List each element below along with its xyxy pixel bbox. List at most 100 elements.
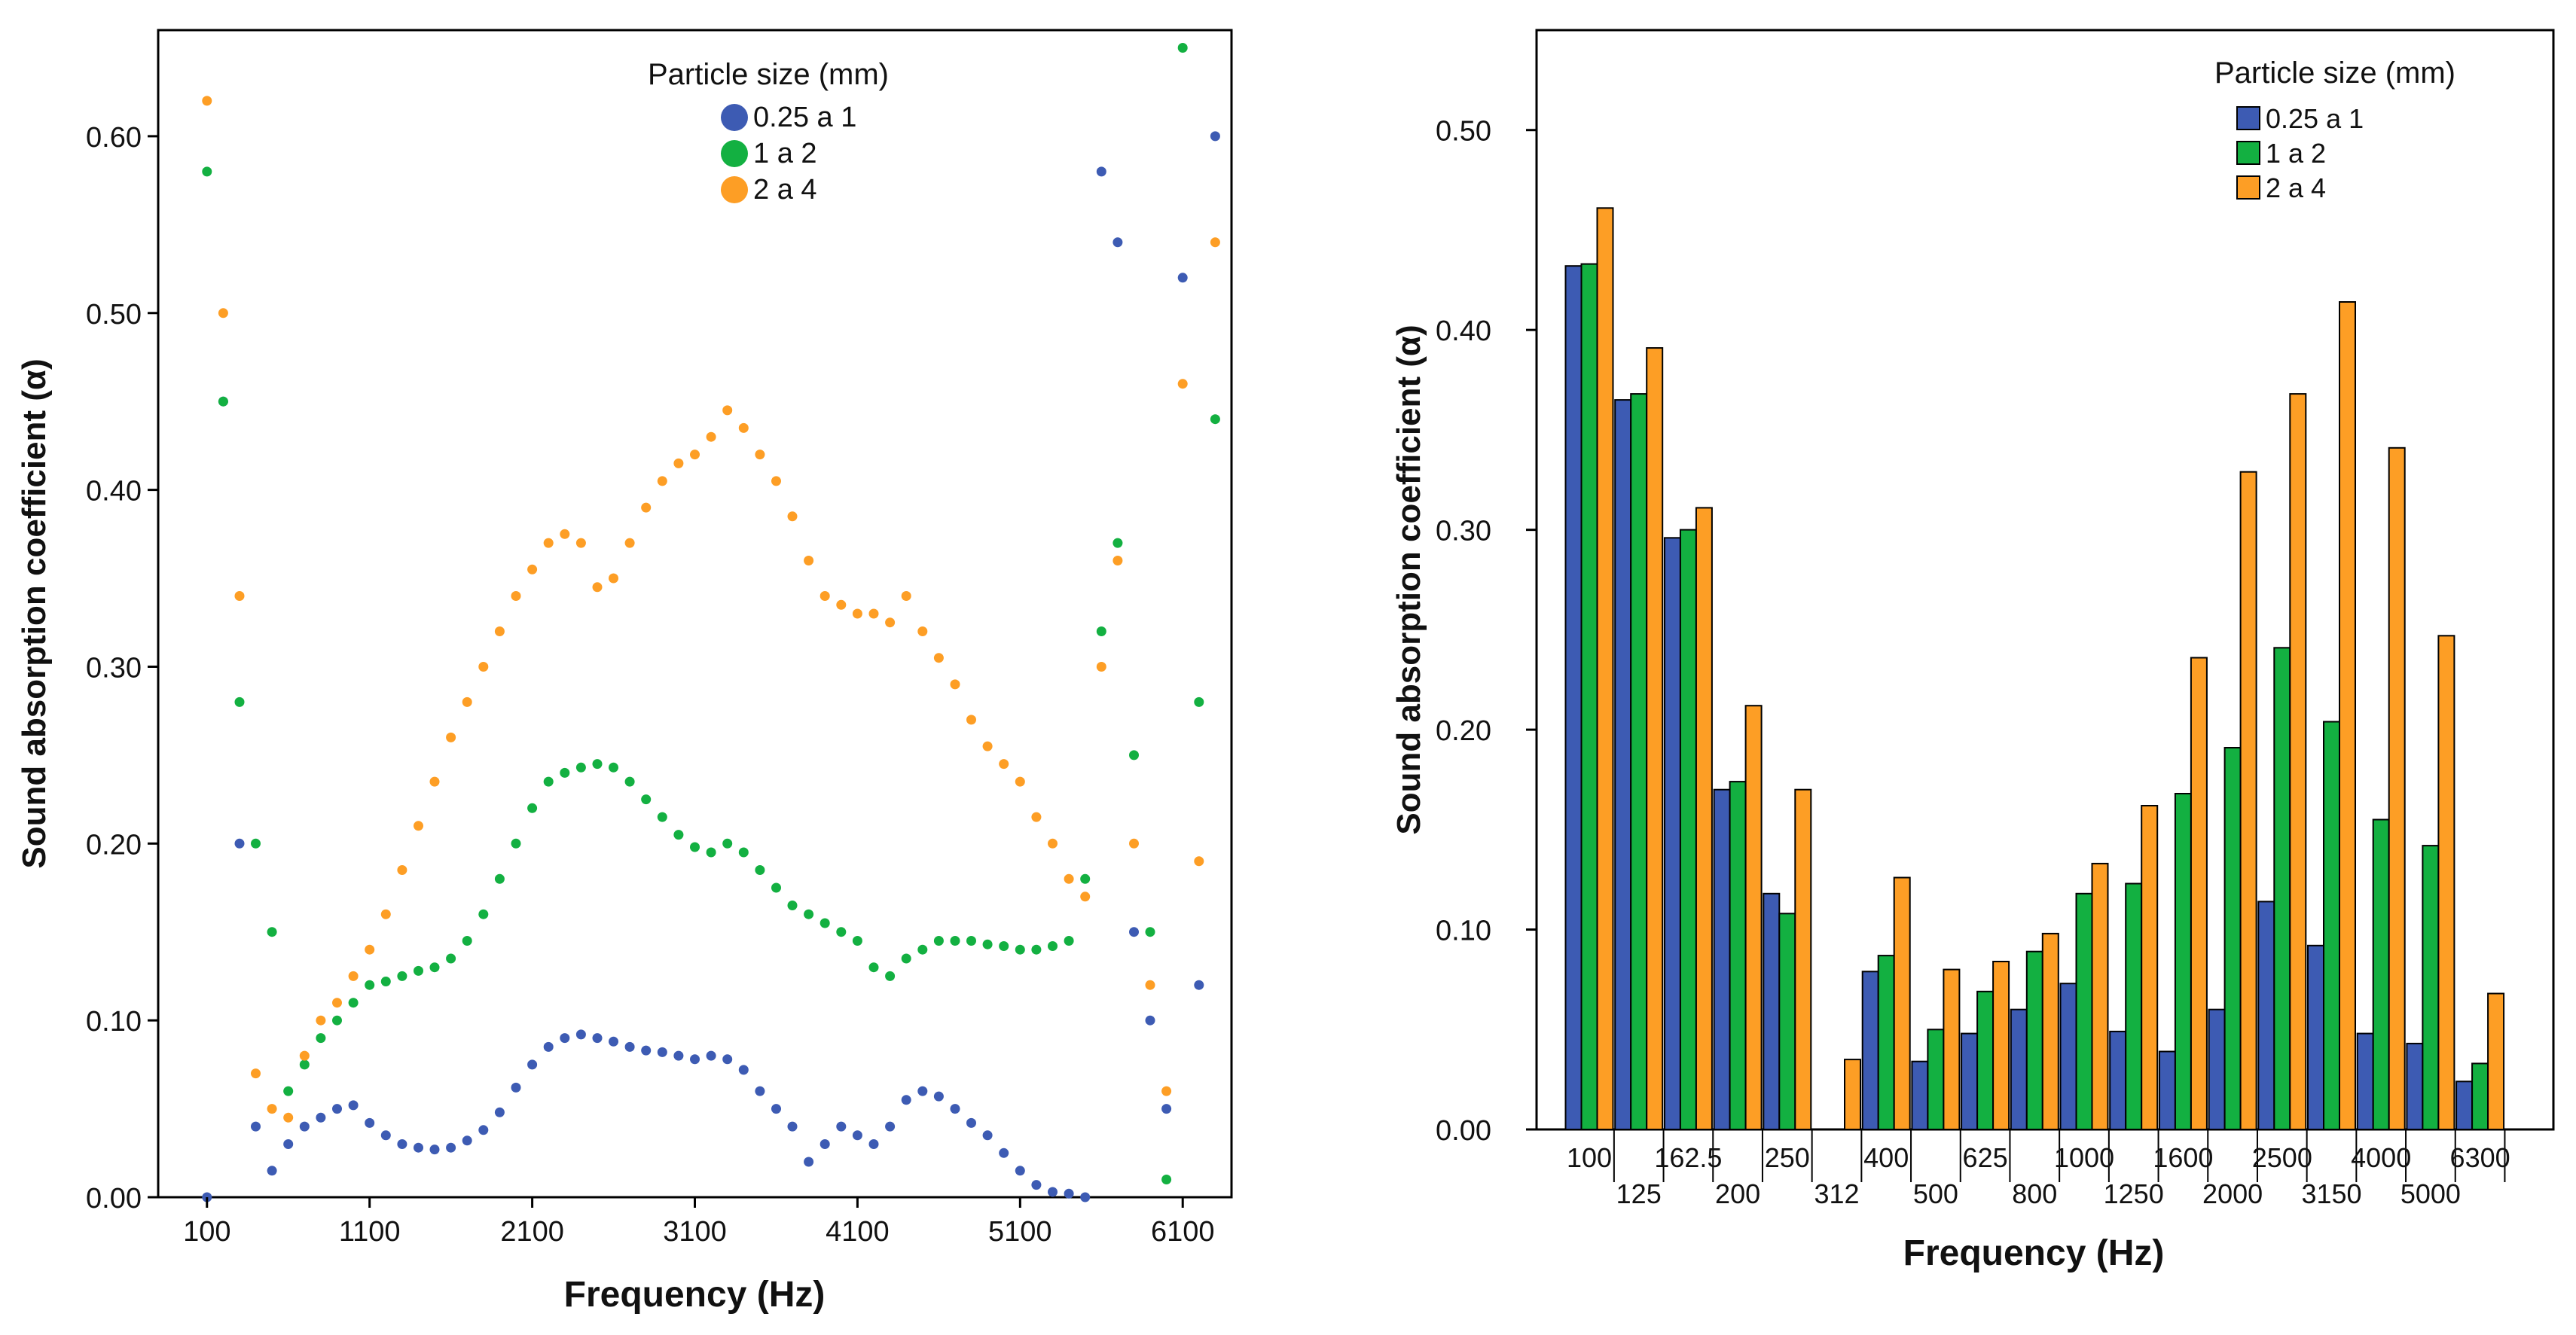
- bar-162.5-1-a-2: [1679, 529, 1697, 1130]
- bar-x-tick-label: 5000: [2401, 1178, 2461, 1209]
- scatter-legend-label: 2 a 4: [753, 174, 817, 206]
- scatter-point-0.25-a-1: [722, 1054, 733, 1065]
- bar-125-1-a-2: [1630, 393, 1648, 1130]
- bar-legend-swatch: [2236, 175, 2260, 200]
- scatter-point-1-a-2: [494, 873, 505, 884]
- scatter-point-0.25-a-1: [738, 1065, 749, 1075]
- scatter-point-1-a-2: [609, 762, 618, 773]
- scatter-point-0.25-a-1: [234, 838, 245, 849]
- scatter-point-2-a-4: [868, 608, 879, 619]
- bar-2000-2-a-4: [2239, 471, 2257, 1130]
- bar-y-axis-label: Sound absorption coefficient (α): [1390, 325, 1427, 834]
- scatter-point-1-a-2: [1177, 43, 1188, 53]
- bar-1250-0.25-a-1: [2109, 1030, 2127, 1131]
- scatter-point-0.25-a-1: [283, 1139, 294, 1149]
- scatter-y-tick-label: 0.60: [86, 122, 142, 154]
- scatter-legend-label: 0.25 a 1: [753, 102, 856, 133]
- bar-legend-label: 1 a 2: [2266, 138, 2326, 169]
- scatter-point-2-a-4: [673, 458, 684, 468]
- scatter-point-1-a-2: [592, 759, 603, 770]
- bar-legend: Particle size (mm) 0.25 a 1 1 a 22 a 4: [2214, 56, 2455, 203]
- scatter-legend-marker: [721, 176, 748, 203]
- scatter-point-0.25-a-1: [706, 1050, 716, 1061]
- scatter-point-1-a-2: [852, 936, 862, 946]
- scatter-point-0.25-a-1: [1113, 237, 1123, 248]
- scatter-point-2-a-4: [348, 971, 359, 981]
- scatter-point-1-a-2: [511, 838, 521, 849]
- scatter-point-2-a-4: [299, 1050, 310, 1061]
- bar-625-1-a-2: [1976, 990, 1995, 1131]
- scatter-point-0.25-a-1: [251, 1121, 261, 1132]
- scatter-point-2-a-4: [917, 626, 928, 636]
- scatter-point-1-a-2: [999, 941, 1009, 951]
- scatter-point-0.25-a-1: [609, 1036, 618, 1047]
- scatter-point-1-a-2: [543, 776, 554, 787]
- bar-y-tick-label: 0.30: [1436, 516, 1491, 547]
- scatter-point-0.25-a-1: [819, 1139, 830, 1149]
- scatter-y-tick-label: 0.20: [86, 829, 142, 861]
- bar-x-tick-label: 250: [1765, 1142, 1810, 1173]
- bar-1000-2-a-4: [2091, 862, 2109, 1131]
- scatter-point-1-a-2: [446, 953, 456, 964]
- bar-250-2-a-4: [1794, 788, 1812, 1130]
- scatter-point-2-a-4: [1161, 1086, 1172, 1096]
- bar-x-tick-label: 200: [1715, 1178, 1760, 1209]
- scatter-x-tick-label: 6100: [1151, 1216, 1215, 1248]
- bar-x-tick-label: 6300: [2450, 1142, 2510, 1173]
- bar-1600-0.25-a-1: [2158, 1050, 2176, 1130]
- scatter-legend: Particle size (mm) 0.25 a 1 1 a 2 2 a 4: [648, 58, 889, 206]
- scatter-x-axis-label: Frequency (Hz): [564, 1275, 826, 1315]
- scatter-point-0.25-a-1: [299, 1121, 310, 1132]
- scatter-point-0.25-a-1: [950, 1104, 960, 1114]
- scatter-point-1-a-2: [624, 776, 635, 787]
- bar-x-tick-label: 400: [1863, 1142, 1909, 1173]
- scatter-point-2-a-4: [267, 1104, 277, 1114]
- scatter-point-1-a-2: [1015, 944, 1025, 955]
- bar-legend-swatch: [2236, 106, 2260, 130]
- bar-1250-1-a-2: [2125, 882, 2143, 1130]
- scatter-point-1-a-2: [1194, 696, 1204, 707]
- scatter-y-axis-label: Sound absorption coefficient (α): [16, 358, 53, 868]
- scatter-point-0.25-a-1: [380, 1130, 391, 1141]
- bar-y-tick-label: 0.50: [1436, 116, 1491, 148]
- scatter-point-1-a-2: [1113, 538, 1123, 548]
- scatter-point-2-a-4: [999, 759, 1009, 770]
- scatter-point-1-a-2: [1031, 944, 1042, 955]
- scatter-point-2-a-4: [365, 944, 375, 955]
- bar-1250-2-a-4: [2141, 805, 2159, 1130]
- bar-4000-0.25-a-1: [2356, 1032, 2374, 1130]
- scatter-point-2-a-4: [332, 998, 342, 1008]
- bar-3150-0.25-a-1: [2307, 944, 2324, 1131]
- bar-legend-label: 0.25 a 1: [2266, 103, 2364, 134]
- scatter-point-0.25-a-1: [267, 1166, 277, 1176]
- bar-162.5-0.25-a-1: [1663, 537, 1681, 1130]
- scatter-point-0.25-a-1: [332, 1104, 342, 1114]
- scatter-chart: 0.00 0.10 0.20 0.30 0.40 0.50 0.60 100 1100 2100…: [16, 29, 1233, 1315]
- scatter-point-1-a-2: [901, 953, 911, 964]
- scatter-point-2-a-4: [1080, 892, 1091, 902]
- scatter-point-1-a-2: [673, 830, 684, 840]
- scatter-point-1-a-2: [202, 166, 212, 177]
- scatter-legend-label: 1 a 2: [753, 138, 817, 169]
- scatter-point-2-a-4: [1015, 776, 1025, 787]
- bar-2500-0.25-a-1: [2257, 901, 2275, 1131]
- scatter-point-1-a-2: [787, 901, 798, 910]
- bar-y-tick-label: 0.10: [1436, 916, 1491, 947]
- bar-4000-1-a-2: [2372, 818, 2390, 1130]
- bar-162.5-2-a-4: [1695, 507, 1713, 1130]
- scatter-point-2-a-4: [722, 405, 733, 416]
- scatter-point-1-a-2: [641, 794, 652, 805]
- scatter-point-2-a-4: [511, 591, 521, 601]
- scatter-point-0.25-a-1: [999, 1148, 1009, 1158]
- scatter-point-1-a-2: [917, 944, 928, 955]
- scatter-point-2-a-4: [560, 529, 570, 539]
- bar-y-tick-label: 0.20: [1436, 715, 1491, 747]
- scatter-point-1-a-2: [299, 1059, 310, 1070]
- scatter-x-tick-label: 3100: [663, 1216, 727, 1248]
- bar-625-2-a-4: [1992, 961, 2010, 1130]
- bar-x-tick-label: 312: [1814, 1178, 1859, 1209]
- bar-y-tick-label: 0.00: [1436, 1115, 1491, 1147]
- scatter-point-2-a-4: [1096, 662, 1106, 672]
- scatter-point-0.25-a-1: [787, 1121, 798, 1132]
- bar-x-tick-label: 1250: [2104, 1178, 2164, 1209]
